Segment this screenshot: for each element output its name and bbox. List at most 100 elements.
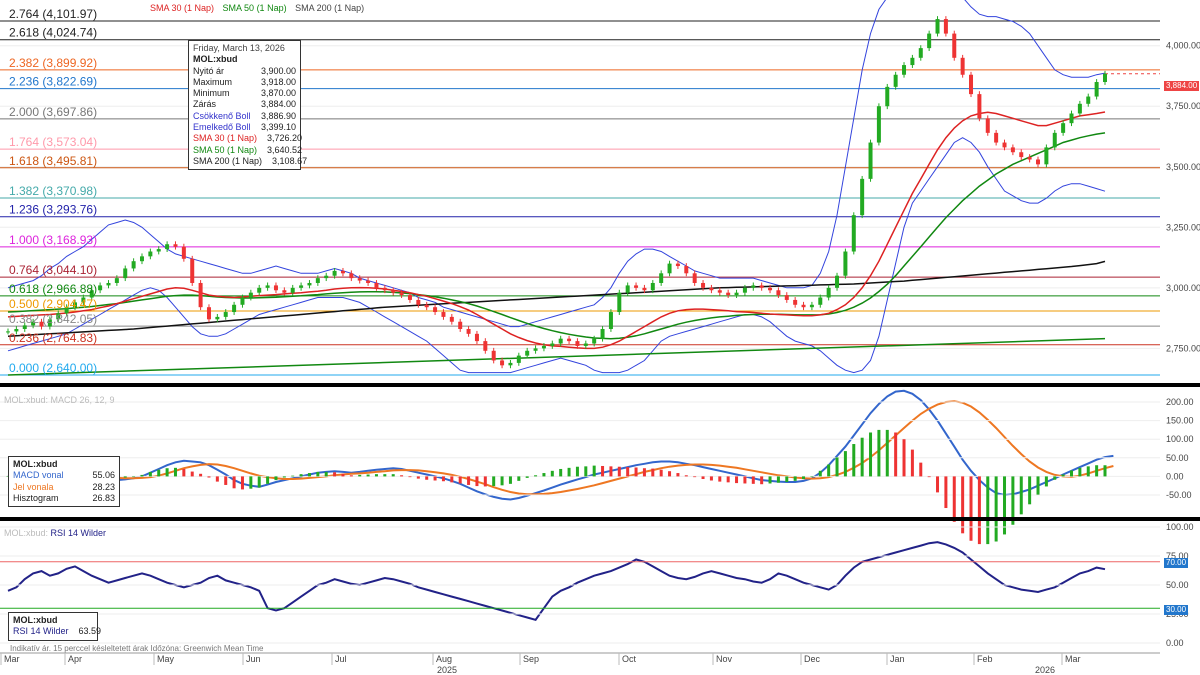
candle-body — [407, 295, 412, 300]
legend-sma200[interactable]: SMA 200 (1 Nap) — [295, 3, 365, 13]
candle-body — [910, 57, 915, 66]
candle-body — [994, 132, 999, 143]
candle-body — [701, 282, 706, 288]
tooltip-row: Zárás 3,884.00 — [193, 99, 296, 110]
panel-divider-2[interactable] — [0, 517, 1200, 521]
candle-body — [257, 287, 262, 293]
fib-level-label: 2.000 (3,697.86) — [9, 105, 97, 119]
candle-body — [72, 302, 77, 308]
candle-body — [474, 333, 479, 342]
macd-histogram-bar — [425, 476, 429, 480]
fib-level-label: 1.236 (3,293.76) — [9, 203, 97, 217]
tooltip-row-value: 3,884.00 — [260, 99, 296, 110]
candle-body — [952, 33, 957, 58]
tooltip-row-value: 3,918.00 — [260, 76, 296, 87]
price-tick-label: 3,000.00 — [1166, 283, 1200, 293]
tooltip-row-label: SMA 50 (1 Nap) — [193, 144, 258, 155]
rsi-row-label: RSI 14 Wilder — [13, 626, 69, 637]
macd-histogram-bar — [299, 474, 303, 477]
candle-body — [768, 287, 773, 291]
sma50-line — [7, 132, 1106, 340]
macd-histogram-bar — [567, 467, 571, 477]
candle-body — [483, 341, 488, 351]
legend-sma50[interactable]: SMA 50 (1 Nap) — [222, 3, 287, 13]
macd-histogram-bar — [651, 468, 655, 477]
candle-body — [424, 304, 429, 308]
month-label: May — [157, 654, 175, 664]
candle-body — [1086, 96, 1091, 104]
candle-body — [22, 325, 27, 329]
macd-histogram-bar — [525, 476, 529, 478]
macd-histogram-bar — [977, 476, 981, 545]
macd-histogram-bar — [919, 462, 923, 477]
macd-histogram-bar — [215, 476, 219, 482]
macd-histogram-bar — [810, 476, 814, 477]
macd-histogram-bar — [693, 476, 697, 478]
price-tick-label: 4,000.00 — [1166, 41, 1200, 51]
candle-body — [675, 263, 680, 267]
candle-body — [969, 74, 974, 95]
candle-body — [391, 290, 396, 293]
macd-histogram-bar — [869, 432, 873, 477]
tooltip-row-value: 3,870.00 — [260, 88, 296, 99]
candle-body — [692, 273, 697, 283]
macd-histogram-bar — [140, 474, 144, 477]
candle-body — [1036, 159, 1041, 165]
candle-body — [943, 19, 948, 34]
rsi-row-value: 63.59 — [78, 626, 102, 637]
macd-histogram-bar — [400, 475, 404, 477]
macd-histogram-bar — [894, 432, 898, 477]
macd-histogram-bar — [182, 468, 186, 477]
tooltip-row: SMA 50 (1 Nap) 3,640.52 — [193, 144, 302, 156]
candle-body — [759, 285, 764, 288]
candle-body — [6, 331, 10, 333]
fib-level-label: 2.382 (3,899.92) — [9, 56, 97, 70]
candle-body — [776, 290, 781, 296]
macd-histogram-bar — [475, 476, 479, 487]
macd-histogram-bar — [726, 476, 730, 483]
candle-body — [533, 348, 538, 351]
price-axis: 4,000.00 3,750.00 3,500.00 3,250.00 3,000.00… — [1166, 41, 1200, 354]
rsi-upper-badge: 70.00 — [1164, 558, 1189, 568]
candle-body — [977, 94, 982, 119]
tooltip-row: SMA 30 (1 Nap) 3,726.20 — [193, 133, 302, 144]
macd-histogram-bar — [550, 470, 554, 477]
tooltip-row: Csökkenő Boll 3,886.90 — [193, 111, 296, 122]
candle-body — [902, 65, 907, 75]
candle-body — [89, 290, 94, 298]
macd-histogram-bar — [559, 468, 563, 477]
tooltip-row-label: Nyitó ár — [193, 65, 225, 76]
fib-level-label: 0.618 (2,966.88) — [9, 282, 97, 296]
macd-tick-label: 100.00 — [1166, 434, 1194, 444]
macd-histogram-bar — [441, 476, 445, 482]
legend-sma30[interactable]: SMA 30 (1 Nap) — [150, 3, 215, 13]
candle-body — [307, 282, 312, 286]
ohlc-tooltip: Friday, March 13, 2026 MOL:xbud Nyitó ár… — [188, 40, 307, 171]
macd-histogram-bar — [718, 476, 722, 482]
macd-histogram-bar — [324, 471, 328, 477]
candle-body — [198, 282, 203, 308]
candle-body — [240, 297, 245, 305]
candle-body — [851, 215, 856, 252]
macd-histogram-bar — [676, 473, 680, 477]
macd-histogram-bar — [366, 474, 370, 477]
macd-histogram-bar — [961, 476, 965, 534]
candle-body — [960, 57, 965, 75]
candle-body — [885, 86, 890, 107]
fib-level-label: 1.618 (3,495.81) — [9, 154, 97, 168]
macd-histogram-bar — [416, 476, 420, 479]
tooltip-row: Nyitó ár 3,900.00 — [193, 66, 296, 77]
tooltip-row-label: SMA 30 (1 Nap) — [193, 133, 258, 144]
candle-body — [64, 307, 69, 314]
candle-body — [1027, 157, 1032, 160]
macd-histogram-bar — [1061, 474, 1065, 477]
candle-body — [726, 292, 731, 296]
macd-histogram-bar — [969, 476, 973, 541]
candle-body — [893, 74, 898, 87]
panel-divider-1[interactable] — [0, 383, 1200, 387]
macd-histogram-bar — [190, 471, 194, 477]
rsi-row: RSI 14 Wilder 63.59 — [13, 626, 101, 637]
year-label-2025: 2025 — [437, 665, 457, 675]
macd-histogram-bar — [1019, 476, 1023, 515]
candle-body — [567, 338, 572, 342]
